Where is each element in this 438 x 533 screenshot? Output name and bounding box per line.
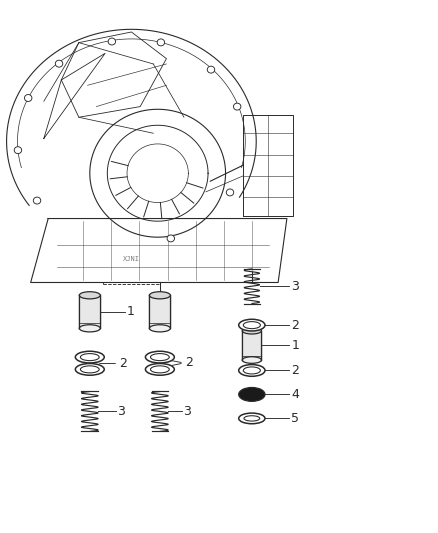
Ellipse shape xyxy=(233,103,241,110)
Ellipse shape xyxy=(239,365,265,376)
Ellipse shape xyxy=(55,60,63,67)
Text: 2: 2 xyxy=(185,357,193,369)
Ellipse shape xyxy=(81,366,99,373)
Ellipse shape xyxy=(108,38,116,45)
Ellipse shape xyxy=(145,351,174,363)
Ellipse shape xyxy=(167,235,174,242)
Ellipse shape xyxy=(151,366,169,373)
Ellipse shape xyxy=(75,351,104,363)
Bar xyxy=(242,330,261,360)
Ellipse shape xyxy=(239,319,265,331)
Ellipse shape xyxy=(79,292,100,299)
Ellipse shape xyxy=(25,94,32,101)
Text: XJNI: XJNI xyxy=(123,255,140,262)
Ellipse shape xyxy=(226,189,234,196)
Ellipse shape xyxy=(157,39,165,46)
Text: 3: 3 xyxy=(291,280,299,293)
Text: 1: 1 xyxy=(127,305,135,318)
Text: 3: 3 xyxy=(183,405,191,418)
Text: 2: 2 xyxy=(291,319,299,332)
Ellipse shape xyxy=(75,364,104,375)
Ellipse shape xyxy=(149,292,170,299)
Ellipse shape xyxy=(149,325,170,332)
Ellipse shape xyxy=(79,325,100,332)
Ellipse shape xyxy=(242,357,261,364)
Ellipse shape xyxy=(244,367,260,374)
Text: 2: 2 xyxy=(291,364,299,377)
Ellipse shape xyxy=(151,353,169,361)
Ellipse shape xyxy=(239,387,265,401)
Text: 1: 1 xyxy=(291,339,299,352)
Bar xyxy=(79,295,100,328)
Text: 5: 5 xyxy=(291,412,299,425)
Ellipse shape xyxy=(244,321,260,329)
Ellipse shape xyxy=(239,413,265,424)
Text: 3: 3 xyxy=(117,405,125,418)
Ellipse shape xyxy=(33,197,41,204)
Text: 2: 2 xyxy=(119,357,127,370)
Ellipse shape xyxy=(207,66,215,73)
Ellipse shape xyxy=(145,364,174,375)
Ellipse shape xyxy=(14,147,21,154)
Ellipse shape xyxy=(242,327,261,334)
Text: 4: 4 xyxy=(291,388,299,401)
Ellipse shape xyxy=(244,416,260,421)
Ellipse shape xyxy=(81,353,99,361)
Bar xyxy=(149,295,170,328)
